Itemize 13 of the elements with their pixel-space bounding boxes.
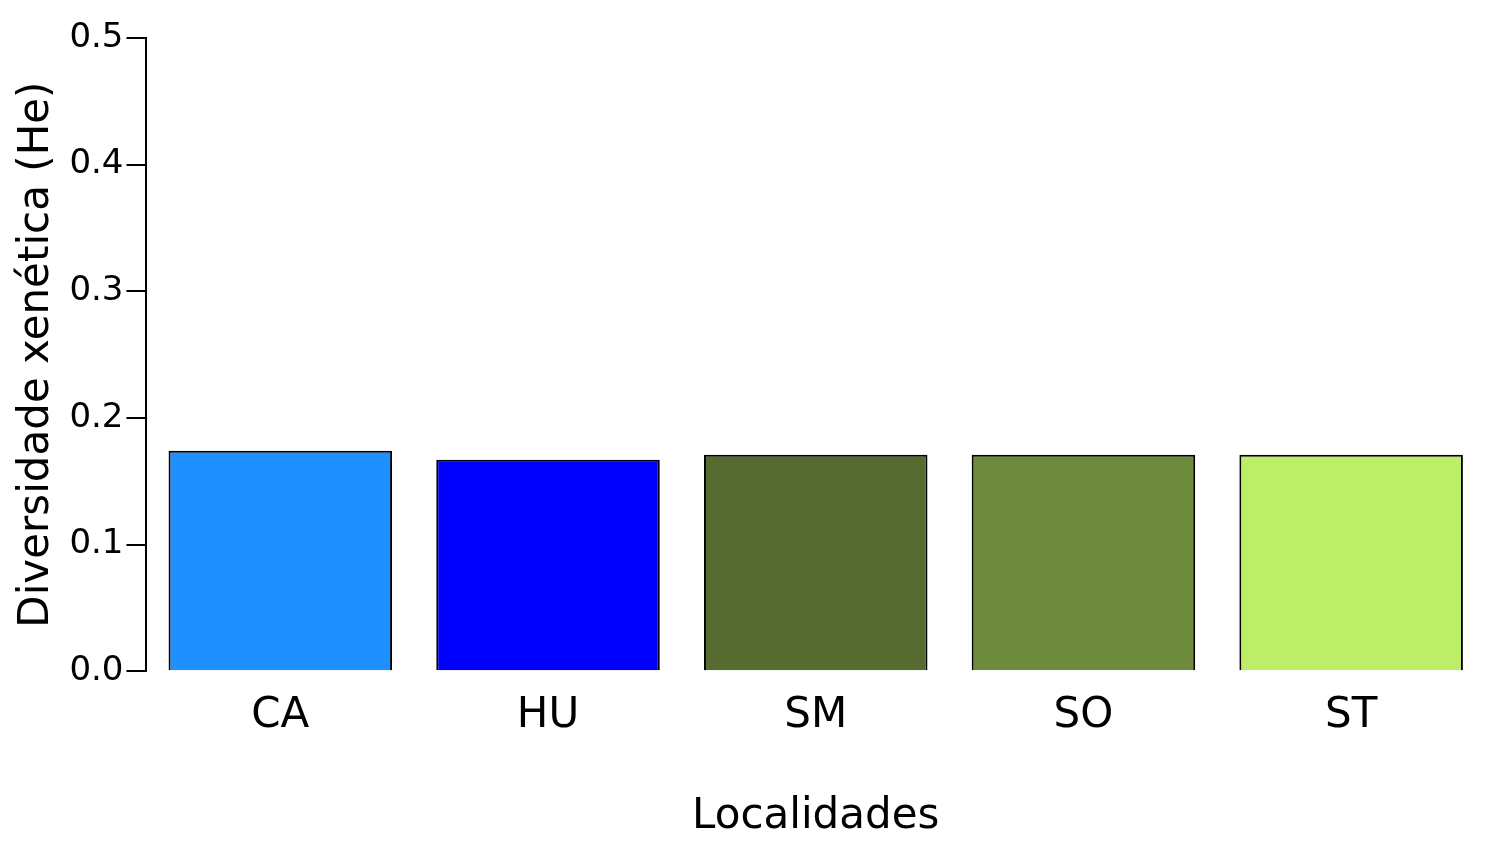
- x-tick-label: HU: [516, 688, 580, 738]
- y-tick-label: 0.2: [69, 394, 124, 435]
- y-tick-label: 0.0: [69, 648, 124, 689]
- x-tick-label: ST: [1324, 688, 1378, 738]
- y-tick-label: 0.1: [69, 521, 124, 562]
- y-tick-label: 0.3: [69, 268, 124, 309]
- y-axis-title: Diversidade xenética (He): [9, 81, 59, 628]
- x-tick-label: SO: [1053, 688, 1114, 738]
- x-tick-label: CA: [251, 688, 310, 738]
- y-tick-label: 0.5: [69, 14, 124, 55]
- x-axis-title: Localidades: [692, 788, 940, 838]
- x-tick-label: SM: [784, 688, 848, 738]
- y-tick-label: 0.4: [69, 141, 124, 182]
